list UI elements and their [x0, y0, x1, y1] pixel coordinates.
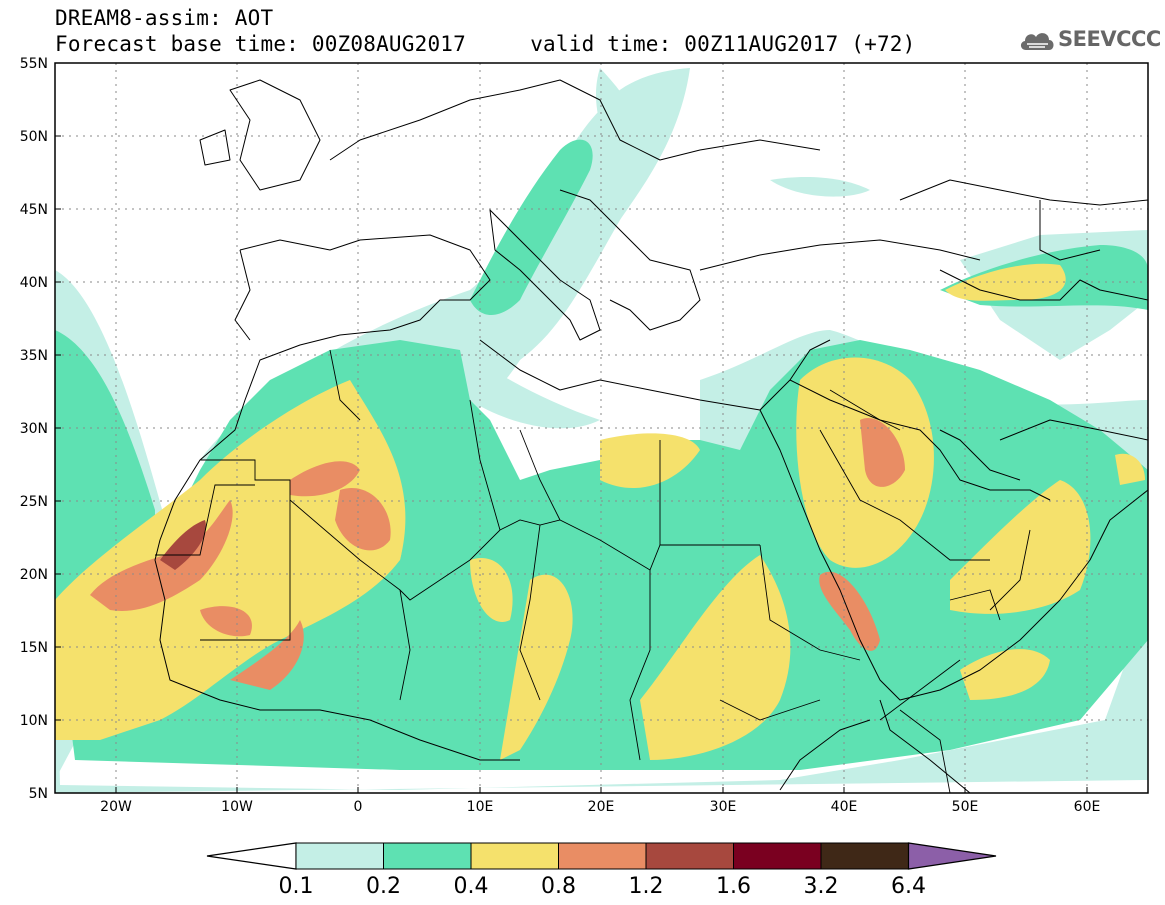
lat-label: 25N [20, 494, 48, 510]
lat-label: 5N [29, 786, 48, 802]
forecast-time-line: Forecast base time: 00Z08AUG2017 valid t… [55, 32, 916, 56]
lon-label: 10E [467, 799, 494, 815]
colorbar: 0.1 0.2 0.4 0.8 1.2 1.6 3.2 6.4 [206, 842, 997, 899]
lon-label: 60E [1074, 799, 1101, 815]
colorbar-label: 0.2 [366, 874, 401, 899]
lat-label: 50N [20, 129, 48, 145]
lat-label: 10N [20, 713, 48, 729]
map-title: DREAM8-assim: AOT [55, 6, 274, 30]
colorbar-swatch [383, 842, 472, 870]
longitude-labels: 20W 10W 0 10E 20E 30E 40E 50E 60E [100, 799, 1100, 815]
lat-label: 45N [20, 202, 48, 218]
colorbar-label: 0.8 [541, 874, 576, 899]
colorbar-over-triangle [907, 842, 997, 870]
colorbar-label: 1.2 [629, 874, 664, 899]
colorbar-swatch [645, 842, 734, 870]
colorbar-swatch [295, 842, 384, 870]
lon-label: 30E [710, 799, 737, 815]
lat-label: 20N [20, 567, 48, 583]
aot-field [55, 63, 1148, 793]
lon-label: 0 [354, 799, 363, 815]
colorbar-under-triangle [206, 842, 297, 870]
lat-label: 55N [20, 56, 48, 72]
country-borders [155, 349, 1031, 793]
colorbar-label: 0.4 [454, 874, 489, 899]
colorbar-swatch [558, 842, 647, 870]
lat-label: 35N [20, 348, 48, 364]
colorbar-label: 0.1 [279, 874, 314, 899]
colorbar-swatch [470, 842, 559, 870]
lon-label: 20E [588, 799, 615, 815]
coastlines [154, 79, 1148, 793]
lon-label: 50E [952, 799, 979, 815]
graticule [55, 63, 1148, 793]
lon-label: 20W [100, 799, 132, 815]
lat-label: 30N [20, 421, 48, 437]
colorbar-label: 1.6 [716, 874, 751, 899]
latitude-labels: 55N 50N 45N 40N 35N 30N 25N 20N 15N 10N … [20, 56, 48, 802]
logo-text: SEEVCCC [1058, 27, 1161, 51]
lat-label: 15N [20, 640, 48, 656]
lon-label: 10W [221, 799, 253, 815]
colorbar-swatch [733, 842, 822, 870]
aot-level-0.8 [90, 418, 905, 690]
lat-label: 40N [20, 275, 48, 291]
aot-level-1.2 [160, 520, 206, 570]
cloud-icon [1020, 33, 1054, 50]
colorbar-label: 3.2 [804, 874, 839, 899]
colorbar-label: 6.4 [891, 874, 926, 899]
axis-ticks [55, 62, 1088, 794]
lon-label: 40E [831, 799, 858, 815]
colorbar-swatch [820, 842, 909, 870]
